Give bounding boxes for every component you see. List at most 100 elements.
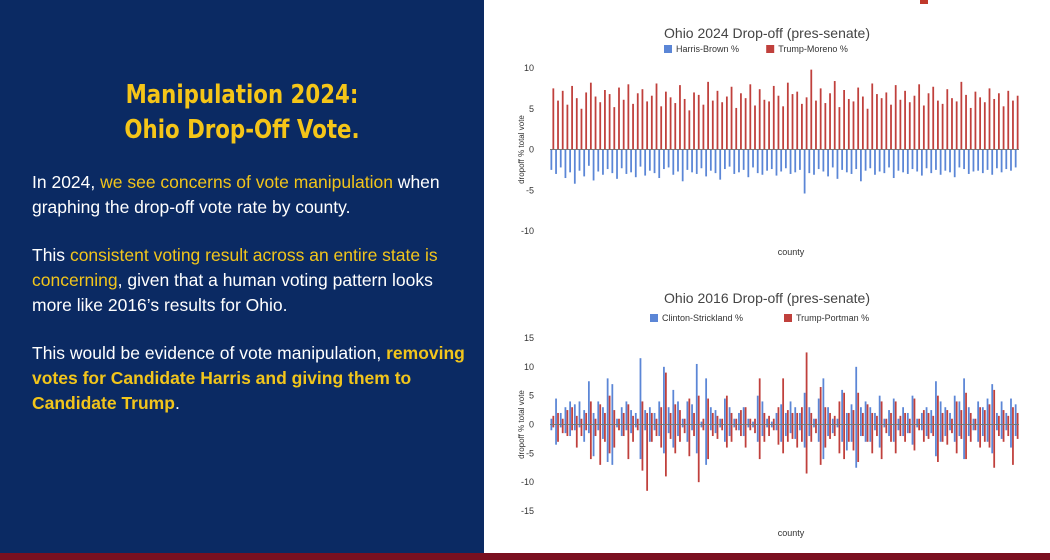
chart-0-bar-0-a-44: [756, 149, 759, 174]
chart-1-bar-0-a-65: [855, 366, 858, 425]
chart-1-bar-0-a-61: [836, 418, 839, 425]
paragraph-2: This consistent voting result across an …: [32, 243, 472, 318]
chart-0-ytick-1: 5: [529, 104, 534, 114]
chart-1-bar-0-b-90: [972, 424, 975, 431]
chart-1-bar-1-b-25: [669, 424, 672, 439]
chart-1-bar-0-b-98: [1010, 424, 1012, 448]
chart-1-bar-0-a-38: [728, 407, 731, 425]
chart-1-bar-0-a-58: [822, 378, 825, 425]
chart-0-bar-0-a-32: [700, 149, 703, 169]
chart-0-bar-0-a-66: [860, 149, 862, 182]
chart-1-bar-0-b-45: [761, 424, 764, 437]
chart-1-bar-0-b-0: [550, 424, 553, 431]
chart-1-bar-1-b-61: [838, 424, 841, 454]
chart-1-bar-1-b-37: [725, 424, 728, 448]
chart-0-bar-1-a-22: [655, 83, 658, 150]
chart-1-bar-1-b-35: [716, 424, 719, 439]
chart-1-bar-1-b-86: [955, 424, 958, 454]
chart-1-bar-1-b-60: [833, 424, 836, 437]
chart-1-bar-1-b-82: [937, 424, 939, 462]
chart-0-bar-0-a-34: [709, 149, 712, 171]
chart-0-bar-0-a-39: [733, 149, 736, 174]
chart-1-bar-1-a-78: [918, 418, 921, 425]
chart-1-bar-0-b-55: [808, 424, 811, 437]
chart-0-bar-1-a-51: [791, 94, 794, 150]
chart-1-bar-0-b-6: [578, 424, 581, 428]
chart-1-bar-0-b-76: [906, 424, 909, 434]
chart-1-bar-1-b-11: [604, 424, 606, 442]
chart-1-bar-1-a-19: [641, 401, 644, 425]
chart-0-bar-0-a-10: [597, 149, 600, 172]
chart-1-bar-0-a-16: [625, 401, 628, 425]
chart-0-bar-1-a-37: [725, 96, 728, 150]
chart-0-bar-0-a-64: [850, 149, 853, 174]
chart-1-bar-1-b-74: [899, 424, 902, 437]
chart-1-bar-0-b-74: [897, 424, 900, 431]
chart-1-bar-0-b-40: [738, 424, 740, 431]
chart-1-bar-0-b-14: [616, 424, 618, 428]
chart-0-bar-0-a-24: [663, 149, 665, 170]
chart-0-bar-1-a-63: [847, 98, 850, 150]
chart-1-bar-1-b-16: [627, 424, 630, 460]
chart-1-bar-1-b-24: [665, 424, 667, 477]
chart-1-ytick-2: 5: [529, 391, 534, 401]
chart-0-bar-0-a-79: [920, 149, 923, 176]
chart-1-bar-1-a-5: [575, 415, 578, 425]
chart-0-bar-0-a-3: [564, 149, 567, 179]
chart-0-bar-0-a-15: [620, 149, 623, 169]
chart-0-legend-label-1: Trump-Moreno %: [778, 44, 848, 54]
chart-0-bar-0-a-97: [1005, 149, 1008, 170]
chart-1-bar-0-b-47: [770, 424, 773, 428]
chart-1-bar-0-a-57: [817, 398, 820, 425]
chart-1-bar-0-a-0: [550, 418, 553, 425]
chart-0-bar-1-a-1: [557, 100, 559, 150]
chart-1-bar-1-a-39: [735, 418, 738, 425]
chart-1-bar-0-b-7: [583, 424, 586, 442]
chart-1-bar-0-b-27: [677, 424, 679, 437]
chart-1-bar-0-a-67: [864, 401, 867, 425]
chart-0-bar-1-a-71: [885, 92, 888, 150]
chart-1-bar-1-a-48: [777, 407, 780, 425]
chart-0-bar-1-a-93: [988, 88, 991, 150]
chart-1-bar-0-a-54: [803, 392, 806, 425]
chart-0-bar-1-a-49: [782, 106, 785, 150]
chart-1-bar-1-b-81: [932, 424, 935, 437]
chart-1-bar-1-b-17: [632, 424, 634, 442]
chart-1-bar-1-a-90: [974, 418, 977, 425]
chart-1-bar-0-a-89: [967, 407, 970, 425]
chart-0-bar-0-a-61: [836, 149, 839, 179]
chart-1-bar-1-a-15: [622, 412, 625, 425]
chart-1-bar-0-a-8: [587, 381, 590, 425]
chart-1-bar-1-b-96: [1002, 424, 1005, 442]
chart-1-bar-1-a-76: [908, 418, 911, 425]
chart-0-bar-1-a-8: [589, 82, 592, 150]
chart-1-bar-1-b-14: [618, 424, 620, 431]
chart-1-bar-0-b-87: [958, 424, 961, 437]
chart-0-bar-0-a-56: [813, 149, 815, 175]
chart-1-bar-1-b-83: [941, 424, 944, 442]
chart-1-bar-0-a-82: [935, 381, 937, 425]
chart-1-bar-1-b-7: [585, 424, 588, 431]
chart-1-bar-1-a-83: [941, 412, 944, 425]
chart-1-bar-1-b-69: [876, 424, 878, 437]
chart-1-bar-0-a-62: [841, 389, 844, 425]
chart-1-bar-1-a-57: [819, 387, 822, 425]
slide-title: Manipulation 2024: Ohio Drop-Off Vote.: [44, 78, 441, 148]
chart-0-bar-1-a-11: [604, 90, 606, 150]
chart-1-bar-1-b-40: [740, 424, 742, 437]
chart-0-bar-1-a-55: [810, 69, 813, 150]
chart-1-bar-1-b-93: [988, 424, 991, 448]
chart-1-bar-1-a-59: [829, 412, 831, 425]
chart-0-bar-0-a-55: [808, 149, 811, 174]
chart-1-bar-1-a-56: [815, 418, 817, 425]
chart-0-bar-0-a-35: [714, 149, 717, 174]
chart-1-bar-0-b-83: [939, 424, 942, 442]
chart-0-bar-0-a-98: [1010, 149, 1012, 171]
chart-1-bar-1-a-68: [871, 412, 874, 425]
chart-0-bar-0-a-83: [939, 149, 942, 175]
chart-1-bar-0-a-4: [569, 401, 572, 425]
chart-1-bar-0-b-54: [803, 424, 806, 448]
chart-1-bar-0-b-94: [991, 424, 994, 454]
chart-1-ylabel: dropoff % total vote: [517, 390, 526, 459]
chart-1-bar-1-b-56: [815, 424, 817, 434]
